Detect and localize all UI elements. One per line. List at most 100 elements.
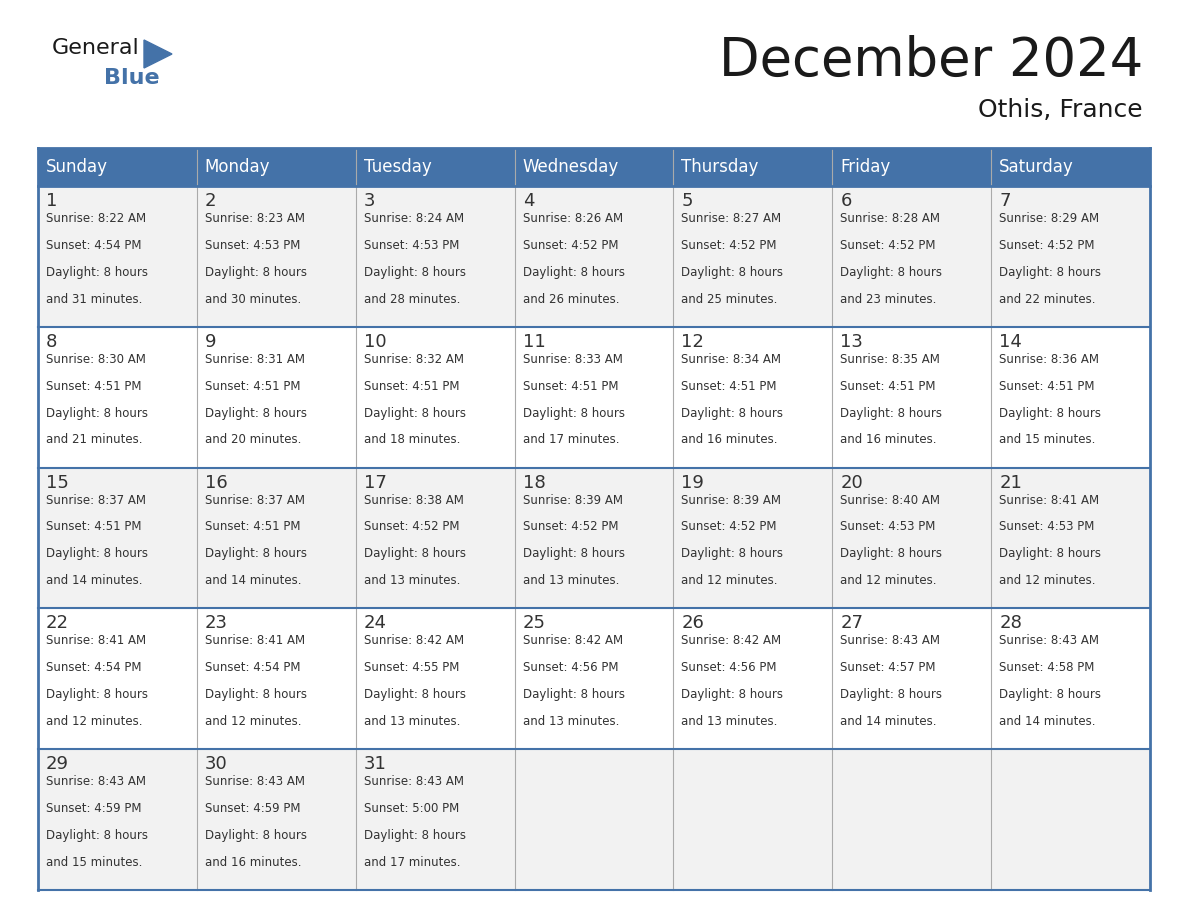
- Bar: [38, 609, 197, 749]
- Bar: [197, 609, 355, 749]
- Text: Monday: Monday: [204, 158, 271, 176]
- Bar: [674, 467, 833, 609]
- Text: Daylight: 8 hours: Daylight: 8 hours: [682, 407, 783, 420]
- Text: and 15 minutes.: and 15 minutes.: [46, 856, 143, 868]
- Text: Wednesday: Wednesday: [523, 158, 619, 176]
- Text: Sunrise: 8:27 AM: Sunrise: 8:27 AM: [682, 212, 782, 225]
- Text: and 16 minutes.: and 16 minutes.: [682, 433, 778, 446]
- Text: and 25 minutes.: and 25 minutes.: [682, 293, 778, 306]
- Text: Daylight: 8 hours: Daylight: 8 hours: [999, 265, 1101, 279]
- Text: 30: 30: [204, 756, 228, 773]
- Text: Sunset: 4:51 PM: Sunset: 4:51 PM: [364, 380, 460, 393]
- Text: Sunrise: 8:32 AM: Sunrise: 8:32 AM: [364, 353, 463, 365]
- Bar: [674, 186, 833, 327]
- Text: 18: 18: [523, 474, 545, 492]
- Text: and 17 minutes.: and 17 minutes.: [364, 856, 460, 868]
- Text: Sunrise: 8:37 AM: Sunrise: 8:37 AM: [204, 494, 305, 507]
- Text: Sunset: 4:53 PM: Sunset: 4:53 PM: [364, 239, 459, 252]
- Text: Sunset: 4:52 PM: Sunset: 4:52 PM: [840, 239, 936, 252]
- Text: and 13 minutes.: and 13 minutes.: [523, 574, 619, 588]
- Text: Daylight: 8 hours: Daylight: 8 hours: [46, 407, 148, 420]
- Text: Sunset: 4:52 PM: Sunset: 4:52 PM: [523, 239, 618, 252]
- Text: Sunset: 4:51 PM: Sunset: 4:51 PM: [46, 380, 141, 393]
- Text: and 13 minutes.: and 13 minutes.: [682, 715, 778, 728]
- Text: Blue: Blue: [105, 68, 159, 88]
- Text: Daylight: 8 hours: Daylight: 8 hours: [364, 265, 466, 279]
- Bar: [833, 467, 991, 609]
- Text: Sunset: 4:51 PM: Sunset: 4:51 PM: [46, 521, 141, 533]
- Text: 8: 8: [46, 333, 57, 351]
- Text: Thursday: Thursday: [682, 158, 759, 176]
- Text: 27: 27: [840, 614, 864, 633]
- Text: Sunrise: 8:31 AM: Sunrise: 8:31 AM: [204, 353, 305, 365]
- Bar: [833, 609, 991, 749]
- Text: Sunset: 4:54 PM: Sunset: 4:54 PM: [46, 239, 141, 252]
- Text: and 12 minutes.: and 12 minutes.: [204, 715, 302, 728]
- Text: Sunrise: 8:38 AM: Sunrise: 8:38 AM: [364, 494, 463, 507]
- Text: 10: 10: [364, 333, 386, 351]
- Text: 31: 31: [364, 756, 386, 773]
- Text: Sunrise: 8:43 AM: Sunrise: 8:43 AM: [204, 775, 305, 789]
- Text: 6: 6: [840, 192, 852, 210]
- Bar: [38, 749, 197, 890]
- Text: Sunset: 4:56 PM: Sunset: 4:56 PM: [523, 661, 618, 674]
- Text: Sunrise: 8:40 AM: Sunrise: 8:40 AM: [840, 494, 940, 507]
- Bar: [38, 148, 197, 186]
- Text: and 14 minutes.: and 14 minutes.: [999, 715, 1095, 728]
- Text: 7: 7: [999, 192, 1011, 210]
- Text: 25: 25: [523, 614, 545, 633]
- Text: Sunset: 4:52 PM: Sunset: 4:52 PM: [682, 521, 777, 533]
- Text: Sunrise: 8:43 AM: Sunrise: 8:43 AM: [999, 634, 1099, 647]
- Text: Sunset: 4:52 PM: Sunset: 4:52 PM: [364, 521, 460, 533]
- Text: and 12 minutes.: and 12 minutes.: [46, 715, 143, 728]
- Text: 11: 11: [523, 333, 545, 351]
- Text: 17: 17: [364, 474, 386, 492]
- Text: and 14 minutes.: and 14 minutes.: [840, 715, 937, 728]
- Text: Sunrise: 8:23 AM: Sunrise: 8:23 AM: [204, 212, 305, 225]
- Bar: [38, 186, 197, 327]
- Bar: [38, 327, 197, 467]
- Text: and 15 minutes.: and 15 minutes.: [999, 433, 1095, 446]
- Text: 20: 20: [840, 474, 862, 492]
- Text: Sunset: 4:51 PM: Sunset: 4:51 PM: [523, 380, 618, 393]
- Text: 3: 3: [364, 192, 375, 210]
- Text: Sunrise: 8:43 AM: Sunrise: 8:43 AM: [364, 775, 463, 789]
- Text: Sunset: 4:51 PM: Sunset: 4:51 PM: [999, 380, 1094, 393]
- Text: Sunset: 4:52 PM: Sunset: 4:52 PM: [682, 239, 777, 252]
- Bar: [833, 148, 991, 186]
- Text: and 26 minutes.: and 26 minutes.: [523, 293, 619, 306]
- Text: 16: 16: [204, 474, 228, 492]
- Text: Daylight: 8 hours: Daylight: 8 hours: [840, 547, 942, 560]
- Text: 29: 29: [46, 756, 69, 773]
- Text: General: General: [52, 38, 140, 58]
- Text: Sunset: 4:52 PM: Sunset: 4:52 PM: [523, 521, 618, 533]
- Text: and 12 minutes.: and 12 minutes.: [999, 574, 1095, 588]
- Text: Sunrise: 8:41 AM: Sunrise: 8:41 AM: [999, 494, 1099, 507]
- Text: and 13 minutes.: and 13 minutes.: [364, 574, 460, 588]
- Bar: [674, 148, 833, 186]
- Text: Sunrise: 8:43 AM: Sunrise: 8:43 AM: [840, 634, 940, 647]
- Text: 1: 1: [46, 192, 57, 210]
- Text: Sunrise: 8:41 AM: Sunrise: 8:41 AM: [204, 634, 305, 647]
- Text: 14: 14: [999, 333, 1022, 351]
- Text: 19: 19: [682, 474, 704, 492]
- Text: December 2024: December 2024: [719, 35, 1143, 87]
- Text: Sunrise: 8:37 AM: Sunrise: 8:37 AM: [46, 494, 146, 507]
- Text: Daylight: 8 hours: Daylight: 8 hours: [364, 829, 466, 842]
- Text: 23: 23: [204, 614, 228, 633]
- Text: Daylight: 8 hours: Daylight: 8 hours: [364, 547, 466, 560]
- Text: Sunset: 4:55 PM: Sunset: 4:55 PM: [364, 661, 459, 674]
- Text: Daylight: 8 hours: Daylight: 8 hours: [999, 688, 1101, 701]
- Text: and 12 minutes.: and 12 minutes.: [682, 574, 778, 588]
- Bar: [833, 749, 991, 890]
- Bar: [355, 186, 514, 327]
- Bar: [355, 327, 514, 467]
- Text: 9: 9: [204, 333, 216, 351]
- Text: Sunset: 4:53 PM: Sunset: 4:53 PM: [204, 239, 301, 252]
- Text: Daylight: 8 hours: Daylight: 8 hours: [523, 547, 625, 560]
- Bar: [355, 609, 514, 749]
- Text: Daylight: 8 hours: Daylight: 8 hours: [364, 407, 466, 420]
- Bar: [514, 609, 674, 749]
- Text: Daylight: 8 hours: Daylight: 8 hours: [999, 407, 1101, 420]
- Text: Sunrise: 8:41 AM: Sunrise: 8:41 AM: [46, 634, 146, 647]
